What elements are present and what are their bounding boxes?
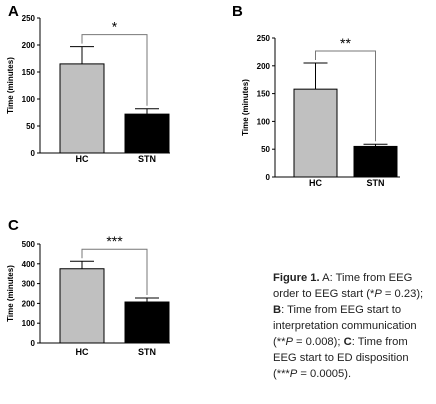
panel-b-y-tick-label: 250 [257,34,271,43]
panel-c-significance-label: *** [106,233,123,249]
panel-c-bar-stn [124,301,170,344]
panel-a-bar-hc [59,63,105,154]
panel-a-significance-label: * [112,19,118,35]
caption-a-val: = 0.23); [381,288,424,300]
panel-c-y-tick-label: 500 [22,240,36,249]
panel-b-y-tick-label: 100 [257,117,271,126]
caption-a-p: P [374,288,382,300]
panel-b-significance-bracket [315,50,376,142]
panel-c-category-label: STN [138,347,156,357]
caption-c-val: = 0.0005). [297,368,352,380]
panel-a-letter: A [8,3,19,20]
panel-c-y-tick-label: 0 [31,339,36,348]
panel-a-category-label: STN [138,154,156,164]
caption-b-label: B [273,304,282,316]
caption-c-p: P [289,368,298,380]
panel-b-bar-stn [353,145,398,178]
panel-c-y-title: Time (minutes) [6,265,15,322]
caption-c-label: C [343,336,352,348]
panel-a-y-tick-label: 150 [22,68,36,77]
panel-b-y-tick-label: 200 [257,62,271,71]
panel-c-y-tick-label: 200 [22,299,36,308]
panel-a-bar-stn [124,113,170,154]
panel-a-significance-bracket [81,34,148,106]
panel-b-y-tick-label: 50 [261,145,270,154]
panel-c-significance-bracket [81,248,148,296]
panel-b-bar-hc [293,88,338,178]
panel-b-y-title: Time (minutes) [241,79,250,136]
panel-a-y-tick-label: 100 [22,95,36,104]
panel-c-category-label: HC [76,347,89,357]
caption-b-val: = 0.008); [292,336,344,348]
panel-a-y-tick-label: 200 [22,41,36,50]
panel-c-letter: C [8,217,19,234]
panel-a-y-title: Time (minutes) [6,57,15,114]
panel-b-category-label: HC [309,178,322,188]
caption-b-text: : Time from EEG start to interpretation … [273,304,417,348]
panel-b-significance-label: ** [340,35,351,51]
panel-a-y-tick-label: 0 [31,149,36,158]
caption-figure-label: Figure 1. [273,272,320,284]
panel-a-y-tick-label: 50 [26,122,35,131]
panel-b-category-label: STN [367,178,385,188]
panel-b-y-tick-label: 150 [257,90,271,99]
panel-c-y-tick-label: 400 [22,260,36,269]
panel-c-y-tick-label: 100 [22,319,36,328]
panel-c-bar-hc [59,268,105,344]
panel-b-y-tick-label: 0 [266,173,271,182]
panel-a-y-tick-label: 250 [22,14,36,23]
figure-caption: Figure 1. A: Time from EEG order to EEG … [273,270,433,382]
caption-c-text: : Time from EEG start to ED disposition … [273,336,409,380]
panel-b-letter: B [232,3,243,20]
caption-a-label: A [322,272,330,284]
panel-a-category-label: HC [76,154,89,164]
caption-a-text: : Time from EEG order to EEG start (* [273,272,413,300]
caption-b-p: P [285,336,293,348]
panel-c-y-tick-label: 300 [22,280,36,289]
